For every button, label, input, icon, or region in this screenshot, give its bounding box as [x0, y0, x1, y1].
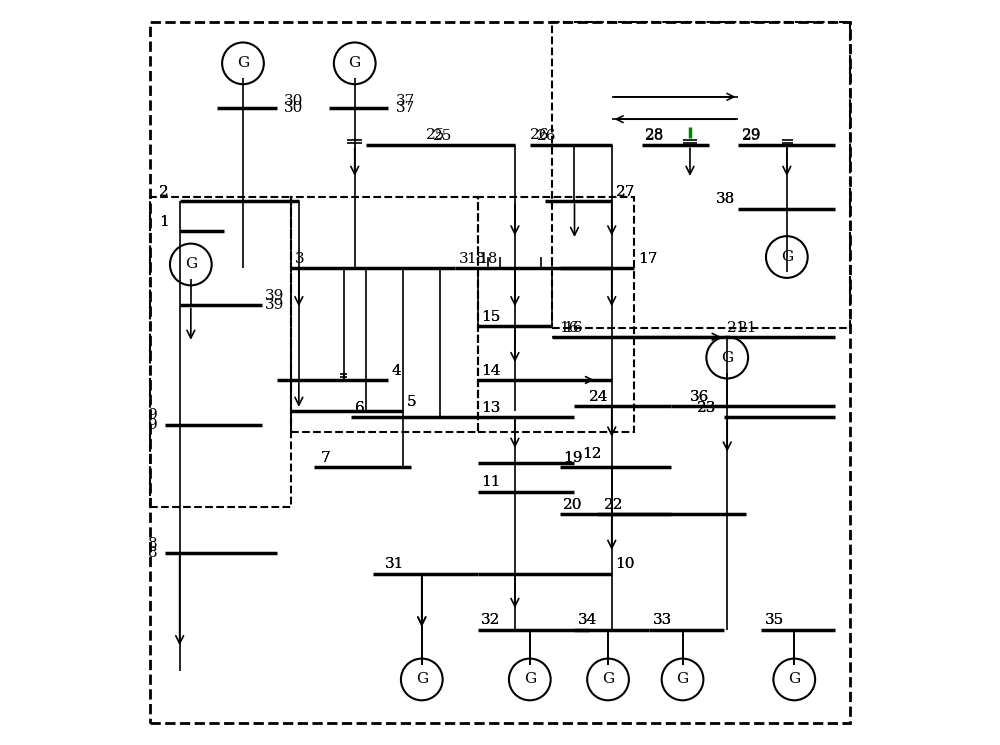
Text: 26: 26 — [530, 127, 549, 142]
Text: 27: 27 — [615, 185, 635, 199]
Text: 23: 23 — [697, 401, 716, 415]
Text: 34: 34 — [578, 613, 598, 627]
Text: G: G — [237, 57, 249, 70]
Text: 5: 5 — [407, 395, 416, 409]
Text: 22: 22 — [604, 498, 624, 512]
Text: 37: 37 — [396, 94, 415, 108]
Text: 23: 23 — [697, 401, 716, 415]
Text: 39: 39 — [265, 299, 285, 312]
Text: 31: 31 — [385, 557, 404, 571]
Text: 18: 18 — [466, 252, 486, 266]
Text: 2: 2 — [159, 185, 168, 199]
Text: G: G — [676, 673, 689, 686]
Text: 36: 36 — [690, 390, 709, 404]
Text: 11: 11 — [481, 475, 501, 489]
Text: 21: 21 — [727, 320, 747, 335]
Text: 29: 29 — [742, 127, 762, 142]
Text: 35: 35 — [764, 613, 784, 627]
Text: 38: 38 — [715, 192, 735, 206]
Text: 13: 13 — [481, 401, 501, 415]
Text: 33: 33 — [653, 613, 672, 627]
Text: 15: 15 — [481, 310, 501, 324]
Text: G: G — [349, 57, 361, 70]
Text: 10: 10 — [615, 557, 635, 571]
Text: 7: 7 — [321, 451, 331, 465]
Text: 37: 37 — [396, 101, 415, 115]
Text: 13: 13 — [481, 401, 501, 415]
Text: 8: 8 — [148, 536, 157, 551]
Text: 10: 10 — [615, 557, 635, 571]
Text: 33: 33 — [653, 613, 672, 627]
Text: 18: 18 — [478, 252, 497, 266]
Text: 17: 17 — [638, 252, 657, 266]
Text: 21: 21 — [738, 320, 758, 335]
Text: G: G — [416, 673, 428, 686]
Text: G: G — [524, 673, 536, 686]
Text: 28: 28 — [645, 129, 665, 143]
Text: G: G — [781, 250, 793, 264]
Text: 20: 20 — [563, 498, 583, 512]
Text: 27: 27 — [616, 185, 636, 199]
Text: 38: 38 — [715, 192, 735, 206]
Text: 22: 22 — [604, 498, 624, 512]
Text: 32: 32 — [481, 613, 501, 627]
Text: 9: 9 — [148, 408, 157, 422]
Text: 25: 25 — [426, 127, 445, 142]
Text: G: G — [788, 673, 800, 686]
Text: 11: 11 — [481, 475, 501, 489]
Text: 6: 6 — [355, 401, 364, 415]
Text: 30: 30 — [284, 94, 303, 108]
Text: 39: 39 — [265, 289, 285, 303]
Text: 9: 9 — [148, 418, 157, 431]
Text: 16: 16 — [560, 320, 579, 335]
Text: 24: 24 — [589, 390, 609, 404]
Text: 29: 29 — [742, 129, 762, 143]
Text: 3: 3 — [459, 252, 469, 266]
Text: 34: 34 — [578, 613, 598, 627]
Text: 15: 15 — [481, 310, 501, 324]
Text: 14: 14 — [481, 364, 501, 378]
Text: 20: 20 — [563, 498, 583, 512]
Text: G: G — [602, 673, 614, 686]
Text: 17: 17 — [638, 252, 657, 266]
Text: G: G — [185, 258, 197, 271]
Text: 31: 31 — [385, 557, 404, 571]
Text: 5: 5 — [407, 395, 416, 409]
Text: 3: 3 — [295, 252, 305, 266]
Text: 4: 4 — [392, 364, 402, 378]
Text: 19: 19 — [563, 451, 583, 465]
Text: 16: 16 — [563, 320, 583, 335]
Text: 6: 6 — [355, 401, 364, 415]
Text: 7: 7 — [321, 451, 331, 465]
Text: 25: 25 — [433, 129, 452, 143]
Text: 1: 1 — [159, 215, 168, 229]
Text: 36: 36 — [690, 390, 709, 404]
Text: 8: 8 — [148, 546, 157, 559]
Text: 35: 35 — [764, 613, 784, 627]
Text: 28: 28 — [645, 127, 665, 142]
Text: 1: 1 — [159, 215, 168, 229]
Text: 2: 2 — [159, 185, 168, 199]
Text: 12: 12 — [582, 447, 601, 461]
Text: 19: 19 — [563, 451, 583, 465]
Text: G: G — [721, 351, 733, 364]
Text: 26: 26 — [537, 129, 557, 143]
Text: 12: 12 — [582, 447, 601, 461]
Text: 24: 24 — [589, 390, 609, 404]
Text: 30: 30 — [284, 101, 303, 115]
Text: 4: 4 — [392, 364, 402, 378]
Text: 32: 32 — [481, 613, 501, 627]
Text: 14: 14 — [481, 364, 501, 378]
